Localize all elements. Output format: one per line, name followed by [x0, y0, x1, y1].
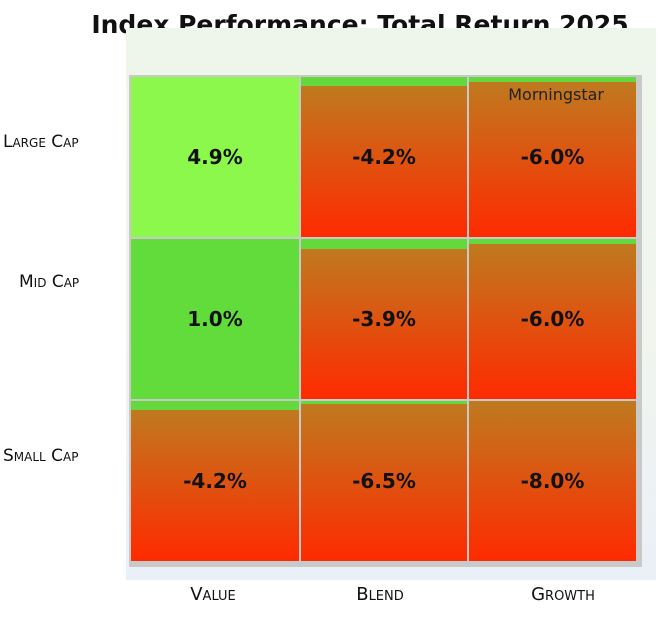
heatmap-cell-small-cap-value: -4.2% [131, 401, 299, 561]
row-label-small-cap: Small Cap [3, 446, 79, 466]
heatmap-cell-fill [469, 244, 636, 399]
heatmap-grid: 4.9% -4.2% -6.0% Morningstar 1.0% -3.9% -6.0% -… [129, 75, 642, 567]
col-label-blend: Blend [356, 584, 404, 605]
col-label-growth: Growth [531, 584, 595, 605]
heatmap-cell-value: -4.2% [352, 145, 416, 169]
heatmap-cell-fill [131, 410, 299, 561]
heatmap-cell-large-cap-value: 4.9% [131, 77, 299, 237]
heatmap-cell-large-cap-blend: -4.2% [301, 77, 467, 237]
row-label-large-cap: Large Cap [3, 132, 79, 152]
heatmap-cell-value: -8.0% [520, 469, 585, 493]
heatmap-cell-mid-cap-value: 1.0% [131, 239, 299, 399]
heatmap-cell-small-cap-growth: -8.0% [469, 401, 636, 561]
heatmap-cell-mid-cap-growth: -6.0% [469, 239, 636, 399]
heatmap-cell-value: -6.5% [352, 469, 416, 493]
heatmap-cell-large-cap-growth: -6.0% Morningstar [469, 77, 636, 237]
col-label-value: Value [190, 584, 236, 605]
heatmap-cell-small-cap-blend: -6.5% [301, 401, 467, 561]
heatmap-cell-value: -3.9% [352, 307, 416, 331]
heatmap-cell-value: -4.2% [183, 469, 247, 493]
source-annotation: Morningstar [508, 85, 604, 104]
heatmap-cell-value: 1.0% [187, 307, 243, 331]
heatmap-cell-value: -6.0% [520, 307, 585, 331]
heatmap-cell-value: -6.0% [520, 145, 585, 169]
heatmap-cell-fill [301, 249, 467, 399]
heatmap-cell-fill [301, 404, 467, 561]
heatmap-cell-fill [301, 86, 467, 237]
heatmap-cell-mid-cap-blend: -3.9% [301, 239, 467, 399]
row-label-mid-cap: Mid Cap [19, 272, 80, 292]
heatmap-cell-fill [469, 401, 636, 561]
heatmap-cell-value: 4.9% [187, 145, 243, 169]
heatmap-cell-fill [469, 82, 636, 237]
